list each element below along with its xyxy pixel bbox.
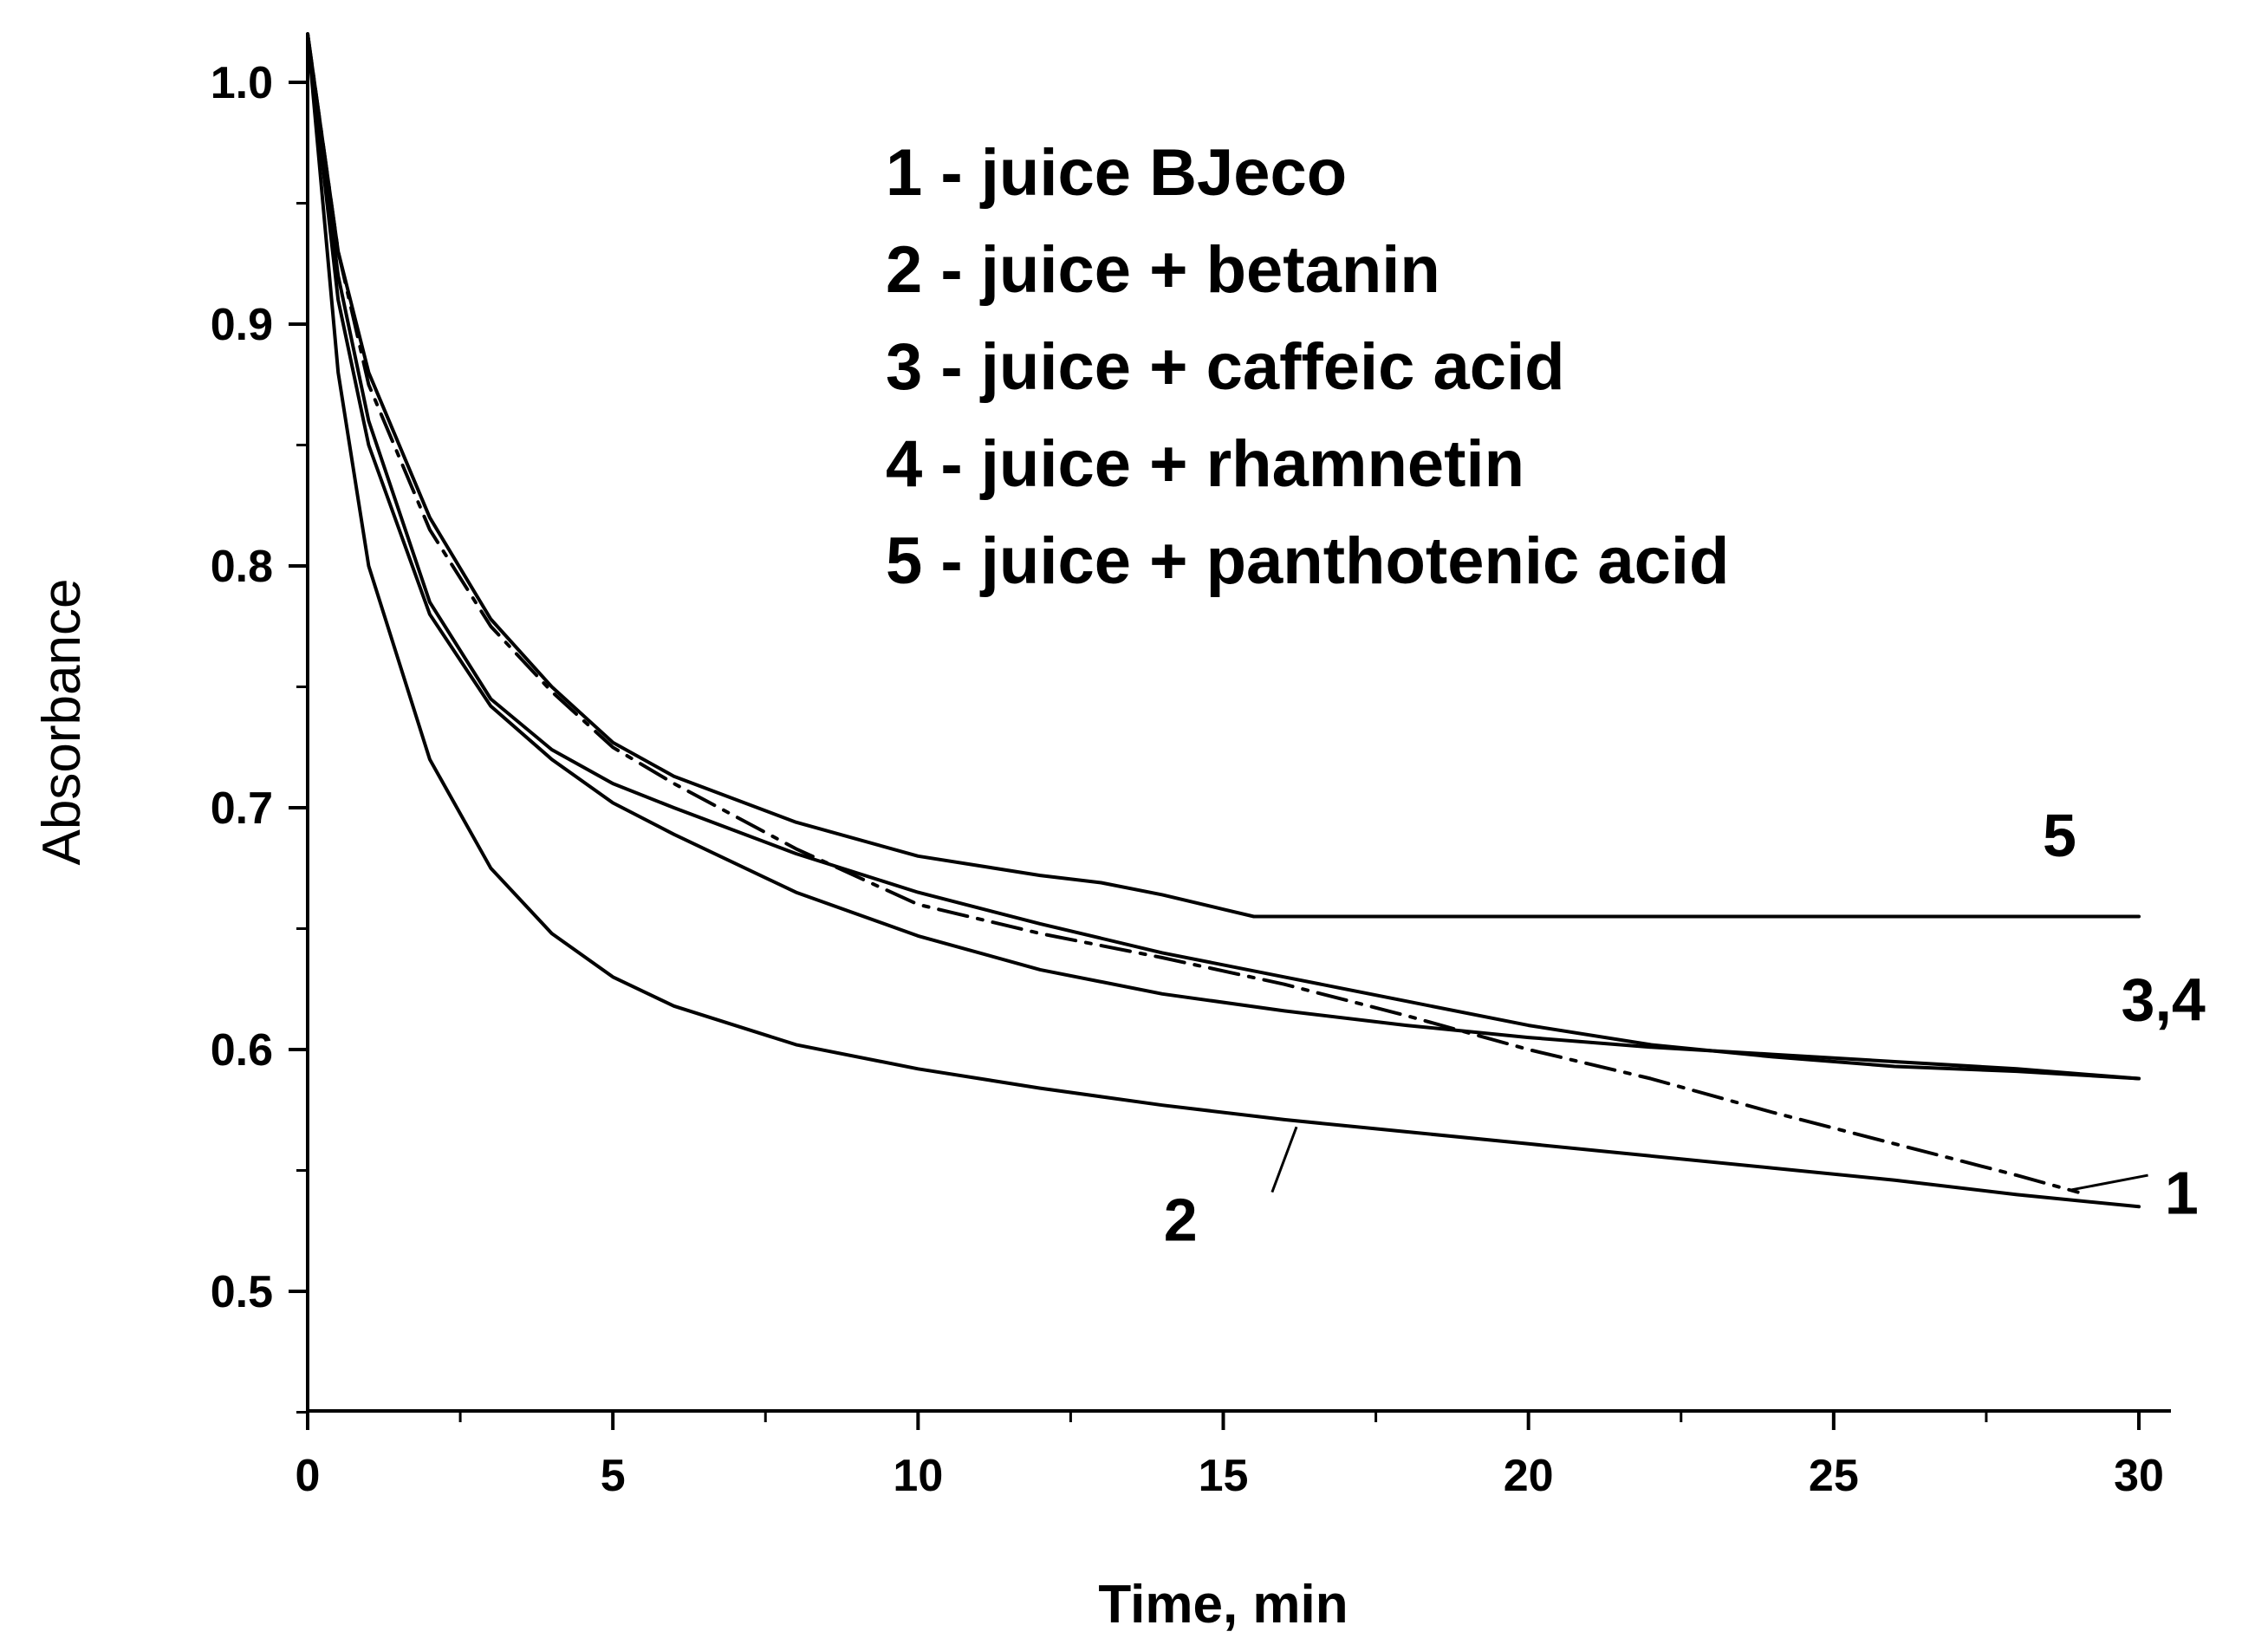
- y-tick-label: 0.8: [211, 542, 273, 592]
- x-tick-label: 30: [2114, 1451, 2164, 1501]
- chart-legend: 1 - juice BJeco 2 - juice + betanin 3 - ju…: [886, 136, 1729, 598]
- chart-series: [306, 32, 2141, 1209]
- x-tick-label: 0: [296, 1451, 321, 1501]
- curve-label: 3,4: [2122, 966, 2206, 1034]
- curve-label-leader-line: [1270, 1126, 1298, 1193]
- x-tick-label: 5: [601, 1451, 626, 1501]
- chart-axes: 0 5 10 15 20 25 300.50.60.70.80.91.0: [211, 33, 2171, 1501]
- y-axis-title: Absorbance: [32, 579, 92, 866]
- x-tick-label: 25: [1809, 1451, 1859, 1501]
- y-tick-label: 0.9: [211, 300, 273, 350]
- x-tick-label: 20: [1504, 1451, 1554, 1501]
- series-line-2: [306, 32, 2141, 1209]
- series-line-5: [306, 32, 2141, 919]
- legend-entry-4: 4 - juice + rhamnetin: [886, 427, 1524, 501]
- x-tick-label: 10: [893, 1451, 943, 1501]
- curve-label: 2: [1164, 1186, 1198, 1253]
- x-axis-title: Time, min: [1098, 1575, 1348, 1635]
- y-tick-label: 1.0: [211, 58, 273, 108]
- y-tick-label: 0.7: [211, 783, 273, 834]
- curve-label: 1: [2165, 1160, 2199, 1227]
- legend-entry-1: 1 - juice BJeco: [886, 136, 1347, 210]
- legend-entry-3: 3 - juice + caffeic acid: [886, 330, 1565, 404]
- y-tick-label: 0.5: [211, 1267, 273, 1317]
- legend-entry-5: 5 - juice + panthotenic acid: [886, 524, 1729, 598]
- series-line-1: [306, 32, 2080, 1194]
- series-line-4: [306, 32, 2141, 1081]
- x-tick-label: 15: [1199, 1451, 1249, 1501]
- curve-label-leader-line: [2071, 1173, 2148, 1192]
- legend-entry-2: 2 - juice + betanin: [886, 233, 1440, 307]
- curve-label: 5: [2043, 802, 2076, 869]
- y-tick-label: 0.6: [211, 1025, 273, 1076]
- chart-annotations: 5 3,4 1 2: [1164, 802, 2206, 1254]
